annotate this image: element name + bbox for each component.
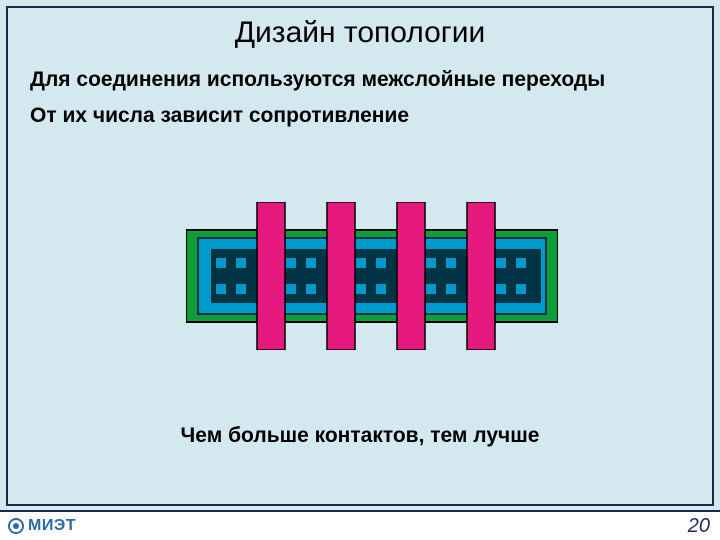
topology-diagram	[186, 202, 558, 350]
content-frame: Дизайн топологии Для соединения использу…	[6, 6, 714, 506]
body-line-1: Для соединения используются межслойные п…	[30, 68, 690, 92]
conclusion-text: Чем больше контактов, тем лучше	[8, 424, 712, 448]
org-name: МИЭТ	[28, 517, 76, 535]
page-number: 20	[688, 515, 710, 538]
body-line-2: От их числа зависит сопротивление	[30, 104, 690, 128]
footer: МИЭТ 20	[0, 510, 720, 540]
globe-icon	[8, 518, 24, 534]
slide: Дизайн топологии Для соединения использу…	[0, 0, 720, 540]
page-title: Дизайн топологии	[8, 16, 712, 50]
org-logo: МИЭТ	[8, 517, 76, 535]
diagram-svg	[186, 202, 558, 350]
